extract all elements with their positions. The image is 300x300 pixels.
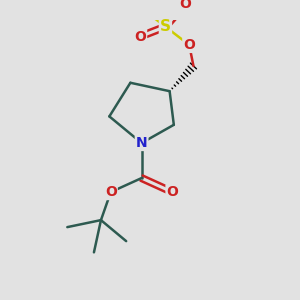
Text: O: O (183, 38, 195, 52)
Text: O: O (179, 0, 191, 11)
Text: O: O (105, 185, 117, 199)
Text: O: O (134, 29, 146, 44)
Text: N: N (136, 136, 147, 150)
Text: O: O (167, 185, 178, 199)
Text: S: S (160, 19, 171, 34)
